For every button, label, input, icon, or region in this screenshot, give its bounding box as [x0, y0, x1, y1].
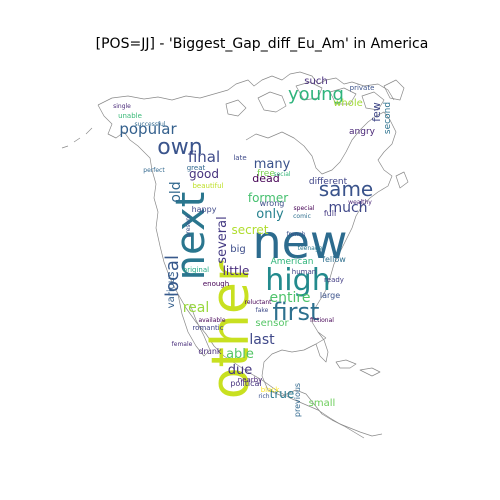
cloud-word: private [350, 84, 375, 92]
cloud-word: second [383, 102, 393, 134]
cloud-word: much [328, 200, 367, 216]
cloud-word: political [230, 379, 261, 388]
cloud-word: various [166, 272, 177, 309]
cloud-word: nearby [238, 376, 263, 384]
cloud-word: new [252, 215, 347, 269]
cloud-word: fake [256, 307, 269, 314]
cloud-word: whole [333, 98, 363, 109]
cloud-word: first [273, 298, 320, 326]
cloud-word: other [201, 260, 261, 399]
cloud-word: next [168, 192, 214, 281]
cloud-word: real [183, 300, 210, 316]
cloud-word: own [157, 135, 202, 160]
cloud-word: unable [118, 112, 142, 120]
cloud-word: fictional [310, 317, 334, 324]
cloud-word: American [271, 257, 314, 267]
cloud-word: reluctant [245, 299, 273, 306]
cloud-word: late [233, 154, 246, 162]
cloud-word: wealthy [348, 199, 372, 206]
cloud-word: present [185, 214, 192, 237]
cloud-word: big [230, 244, 245, 255]
cloud-word: few [370, 102, 383, 122]
cloud-word: romantic [192, 324, 223, 332]
cloud-word: fellow [322, 255, 346, 264]
cloud-word: comic [293, 213, 311, 220]
cloud-word: popular [119, 120, 177, 138]
cloud-word: free [257, 169, 275, 179]
cloud-word: high [265, 263, 330, 298]
cloud-word: former [248, 191, 288, 205]
cloud-word: several [215, 216, 230, 263]
cloud-word: true [270, 387, 295, 401]
cloud-word: special [294, 205, 315, 212]
cloud-word: successful [134, 121, 165, 128]
cloud-word: drunk [198, 347, 222, 356]
cloud-word: young [288, 84, 344, 105]
cloud-word: small [309, 398, 336, 409]
cloud-word: french [286, 231, 305, 238]
cloud-word: secret [232, 223, 269, 237]
cloud-word: ready [324, 276, 344, 284]
cloud-word: able [226, 347, 254, 362]
cloud-word: large [320, 291, 340, 300]
cloud-word: rich [258, 393, 269, 400]
cloud-word: due [228, 363, 253, 378]
cloud-word: final [188, 148, 220, 166]
cloud-word: sensor [255, 318, 289, 329]
cloud-word: last [249, 332, 275, 348]
cloud-word: human [292, 268, 316, 276]
cloud-word: different [309, 177, 348, 187]
america-outline [61, 71, 409, 439]
cloud-word: black [261, 386, 281, 394]
cloud-word: happy [192, 205, 217, 214]
chart-title: [POS=JJ] - 'Biggest_Gap_diff_Eu_Am' in A… [95, 36, 429, 52]
cloud-word: social [273, 171, 290, 178]
cloud-word: enough [203, 280, 229, 288]
cloud-word: female [172, 341, 193, 348]
cloud-word: little [223, 264, 250, 278]
cloud-word: full [324, 209, 336, 218]
cloud-word: perfect [143, 167, 165, 174]
cloud-word: dead [252, 172, 279, 185]
cloud-word: original [183, 266, 209, 274]
cloud-word: old [168, 181, 184, 202]
cloud-word: entire [270, 290, 311, 306]
cloud-word: good [189, 167, 219, 181]
cloud-word: wrong [260, 199, 285, 208]
cloud-word: angry [349, 127, 376, 137]
cloud-word: many [254, 157, 291, 172]
cloud-word: such [304, 76, 327, 87]
cloud-word: great [187, 164, 206, 172]
cloud-word: only [256, 207, 284, 222]
cloud-word: teenage [298, 245, 323, 252]
cloud-word: beautiful [192, 182, 223, 190]
cloud-word: local [162, 255, 183, 297]
cloud-word: available [198, 317, 225, 324]
cloud-word: same [319, 177, 373, 201]
cloud-word: previous [293, 383, 302, 417]
cloud-word: single [113, 103, 131, 110]
